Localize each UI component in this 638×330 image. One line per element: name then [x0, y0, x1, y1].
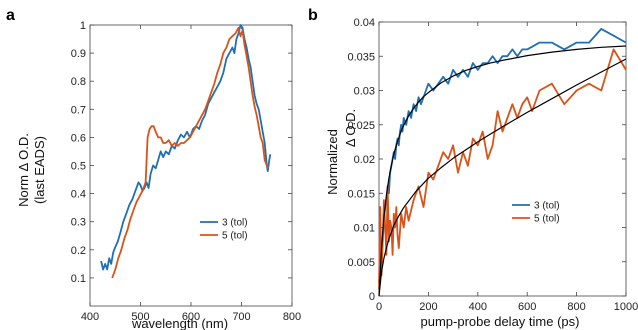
panel-a-axes-box	[89, 24, 293, 307]
y-tick-label: 0.04	[354, 17, 375, 29]
x-tick-label: 400	[81, 311, 99, 323]
y-tick-label: 0.025	[347, 120, 375, 132]
panel-a-ylabel-line2: (last EADS)	[32, 136, 47, 204]
legend-label: 3 (tol)	[222, 218, 248, 229]
y-tick-label: 0.6	[71, 132, 86, 144]
panel-b-xlabel: pump-probe delay time (ps)	[421, 314, 580, 329]
x-tick-label: 400	[469, 301, 487, 313]
y-tick-label: 0.8	[71, 76, 86, 88]
y-tick-label: 0.5	[71, 161, 86, 173]
x-tick-label: 0	[376, 301, 382, 313]
legend-label: 5 (tol)	[222, 231, 248, 242]
y-tick-label: 0.01	[354, 223, 375, 235]
y-tick-label: 1	[80, 20, 86, 32]
panel-a-ylabel: Norm Δ O.D. (last EADS)	[16, 133, 47, 207]
y-tick-label: 0.035	[347, 51, 375, 63]
fit-curve	[378, 45, 627, 297]
x-tick-label: 800	[567, 301, 585, 313]
x-tick-label: 800	[283, 311, 301, 323]
y-tick-label: 0.02	[354, 154, 375, 166]
legend-label: 5 (tol)	[534, 214, 560, 225]
panel-b-axes-box	[378, 21, 627, 297]
y-tick-label: 0.03	[354, 86, 375, 98]
x-tick-label: 600	[182, 311, 200, 323]
y-tick-label: 0.4	[71, 189, 86, 201]
series-line-orange	[111, 26, 270, 279]
fit-curve	[378, 58, 627, 297]
panel-b-legend: 3 (tol) 5 (tol)	[512, 201, 560, 225]
y-tick-label: 0.005	[347, 257, 375, 269]
y-tick-label: 0.015	[347, 188, 375, 200]
x-tick-label: 600	[518, 301, 536, 313]
y-tick-label: 0.9	[71, 48, 86, 60]
panel-b-ylabel-line1: Normalized	[325, 129, 340, 195]
y-tick-label: 0.3	[71, 217, 86, 229]
panel-a-xlabel: wavelength (nm)	[131, 316, 228, 330]
panel-b-ylabel-line2: Δ O.D.	[343, 109, 358, 147]
x-tick-label: 500	[131, 311, 149, 323]
series-line-orange	[378, 48, 627, 290]
series-line-blue	[378, 27, 627, 283]
y-tick-label: 0.1	[71, 273, 86, 285]
panel-b-label: b	[308, 7, 318, 24]
panel-a-chart: a Norm Δ O.D. (last EADS) wavelength (nm…	[6, 7, 301, 330]
panel-a-label: a	[6, 7, 15, 24]
legend-label: 3 (tol)	[534, 201, 560, 212]
x-tick-label: 200	[419, 301, 437, 313]
y-tick-label: 0.2	[71, 245, 86, 257]
x-tick-label: 1000	[614, 301, 638, 313]
series-line-blue	[100, 24, 272, 271]
panel-a-ylabel-line1: Norm Δ O.D.	[16, 133, 31, 207]
y-tick-label: 0	[369, 291, 375, 303]
panel-b-chart: b Normalized Δ O.D. pump-probe delay tim…	[308, 7, 638, 329]
y-tick-label: 0.7	[71, 104, 86, 116]
panel-b-ylabel: Normalized Δ O.D.	[325, 109, 358, 195]
panel-a-legend: 3 (tol) 5 (tol)	[200, 218, 248, 242]
x-tick-label: 700	[232, 311, 250, 323]
